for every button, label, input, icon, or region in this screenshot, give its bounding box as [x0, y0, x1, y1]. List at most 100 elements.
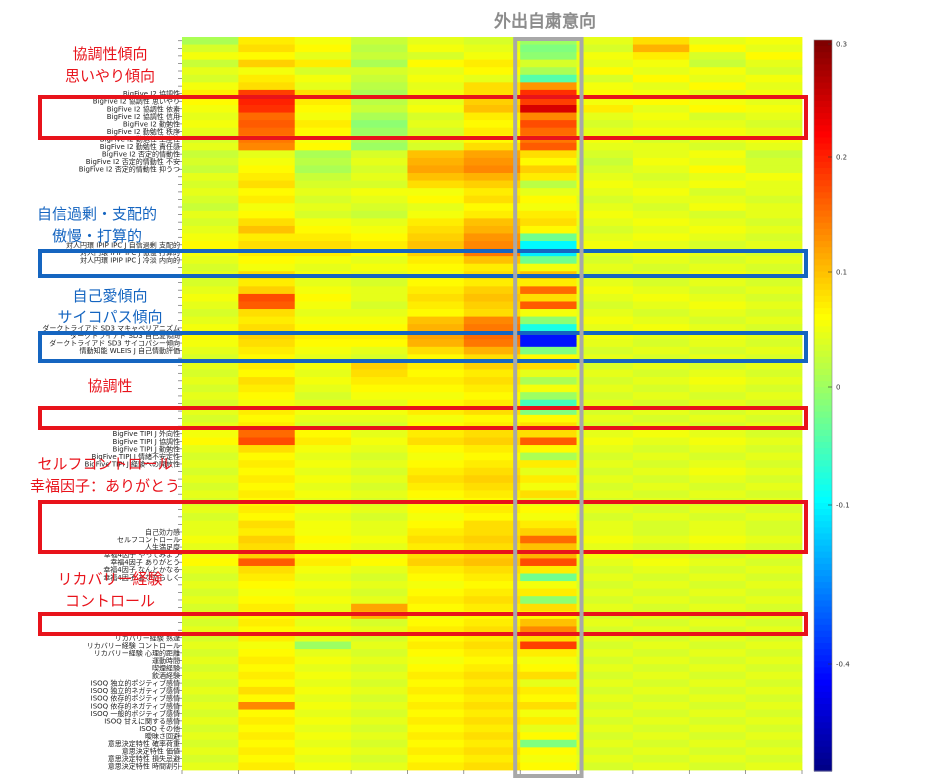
heatmap-cell [238, 565, 296, 574]
colorbar-segment [814, 515, 832, 522]
heatmap-cell [351, 286, 408, 295]
heatmap-cell [463, 671, 521, 680]
colorbar-segment [814, 478, 832, 486]
heatmap-cell [407, 44, 465, 53]
heatmap-cell [745, 732, 803, 741]
heatmap-cell [632, 97, 690, 106]
heatmap-cell [689, 97, 747, 106]
heatmap-cell [576, 573, 634, 582]
heatmap-cell [520, 732, 577, 741]
heatmap-cell [689, 112, 747, 121]
heatmap-cell [182, 293, 239, 302]
heatmap-cell [632, 520, 690, 529]
heatmap-cell [407, 565, 465, 574]
heatmap-cell [689, 573, 747, 582]
heatmap-cell [351, 513, 408, 522]
heatmap-cell [520, 452, 577, 461]
heatmap-cell [520, 618, 577, 627]
heatmap-cell [351, 543, 408, 552]
heatmap-cell [745, 361, 803, 370]
heatmap-cell [632, 664, 690, 673]
heatmap-cell [238, 475, 296, 484]
colorbar-segment [814, 40, 832, 47]
heatmap-cell [182, 173, 239, 181]
heatmap-cell [294, 180, 352, 189]
heatmap-cell [351, 377, 408, 386]
heatmap-cell [351, 331, 408, 340]
heatmap-cell [576, 664, 634, 673]
heatmap-cell [576, 339, 634, 348]
heatmap-cell [238, 460, 296, 469]
heatmap-cell [351, 384, 408, 393]
heatmap-cell [689, 649, 747, 658]
heatmap-cell [351, 588, 408, 597]
colorbar-segment [814, 454, 832, 461]
heatmap-cell [520, 679, 577, 688]
heatmap-cell [745, 452, 803, 461]
colorbar-segment [814, 405, 832, 413]
heatmap-cell [182, 324, 239, 333]
heatmap-cell [632, 241, 690, 249]
heatmap-cell [576, 309, 634, 317]
heatmap-cell [745, 460, 803, 469]
heatmap-cell [294, 354, 352, 363]
heatmap-cell [520, 157, 577, 166]
heatmap-cell [407, 664, 465, 673]
heatmap-cell [745, 286, 803, 295]
row-label: BigFive I2 否定的情動性 不安 [86, 157, 180, 166]
heatmap-cell [238, 180, 296, 189]
heatmap-cell [520, 407, 577, 416]
heatmap-cell [463, 543, 521, 552]
heatmap-cell [632, 399, 690, 408]
heatmap-cell [294, 286, 352, 295]
heatmap-cell [520, 377, 577, 386]
colorbar-segment [814, 649, 832, 656]
heatmap-cell [520, 82, 577, 91]
heatmap-cell [689, 724, 747, 733]
colorbar-segment [814, 685, 832, 693]
row-label: ISOQ 一般的ポジティブ感情 [91, 709, 180, 718]
heatmap-cell [520, 361, 577, 370]
heatmap-cell [351, 747, 408, 756]
row-label: 喫煙経験 [152, 663, 180, 672]
row-label: BigFive TIPI J 協調性 [113, 437, 180, 446]
heatmap-cell [689, 210, 747, 219]
row-label: 飲酒経験 [152, 671, 180, 680]
heatmap-cell [182, 686, 239, 695]
colorbar-segment [814, 509, 832, 516]
heatmap-cell [238, 490, 296, 499]
heatmap-cell [351, 67, 408, 76]
heatmap-cell [238, 105, 296, 113]
row-label: 幸福4因子 やってみよう [104, 550, 180, 559]
heatmap-cell [463, 256, 521, 265]
colorbar-segment [814, 460, 832, 468]
heatmap-cell [745, 505, 803, 514]
heatmap-cell [351, 346, 408, 355]
heatmap-cell [689, 286, 747, 295]
colorbar-segment [814, 381, 832, 388]
heatmap-cell [576, 505, 634, 514]
heatmap-cell [576, 739, 634, 748]
heatmap-cell [632, 256, 690, 265]
heatmap-cell [182, 301, 239, 310]
heatmap-cell [632, 89, 690, 98]
heatmap-cell [407, 686, 465, 695]
heatmap-cell [576, 127, 634, 136]
heatmap-cell [463, 596, 521, 605]
heatmap-cell [407, 709, 465, 718]
heatmap-cell [407, 762, 465, 771]
heatmap-cell [689, 535, 747, 544]
heatmap-cell [689, 754, 747, 763]
colorbar-segment [814, 119, 832, 126]
heatmap-cell [294, 369, 352, 378]
colorbar-segment [814, 253, 832, 260]
colorbar-segment [814, 466, 832, 474]
heatmap-cell [632, 694, 690, 703]
heatmap-cell [576, 165, 634, 174]
heatmap-cell [463, 641, 521, 650]
heatmap-cell [294, 218, 352, 227]
heatmap-cell [182, 188, 239, 197]
heatmap-cell [294, 331, 352, 340]
heatmap-cell [238, 694, 296, 703]
